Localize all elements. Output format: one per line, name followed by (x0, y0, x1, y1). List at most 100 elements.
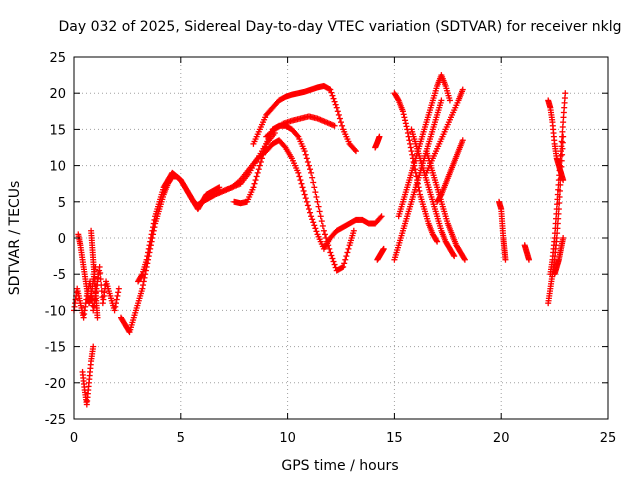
data-point (301, 148, 308, 155)
data-point (326, 245, 333, 252)
data-point (261, 148, 268, 155)
data-point (298, 180, 305, 187)
data-point (402, 117, 409, 124)
data-point (328, 89, 335, 96)
data-point (97, 276, 104, 283)
data-point (334, 108, 341, 115)
data-point (305, 206, 312, 213)
series-arc-f (135, 169, 223, 285)
data-point (303, 198, 310, 205)
data-point (260, 151, 267, 158)
data-point (113, 296, 120, 303)
data-point (409, 151, 416, 158)
data-point (253, 173, 260, 180)
data-point (112, 303, 119, 310)
data-point (338, 119, 344, 126)
data-point (295, 169, 302, 176)
data-point (111, 307, 118, 314)
data-point (525, 256, 532, 263)
data-point (140, 282, 147, 289)
data-point (150, 224, 157, 231)
data-point (341, 260, 348, 267)
data-point (140, 278, 147, 285)
series-arc-t (496, 198, 509, 263)
y-tick-label: -5 (53, 268, 66, 283)
data-point (311, 184, 318, 191)
data-point (300, 187, 307, 194)
data-point (115, 289, 122, 296)
data-point (461, 255, 468, 262)
data-point (313, 228, 320, 235)
y-tick-label: -10 (45, 304, 66, 319)
data-point (148, 231, 155, 238)
data-point (312, 189, 319, 196)
data-point (302, 151, 309, 158)
data-point (352, 148, 359, 155)
data-point (339, 122, 346, 129)
data-point (302, 195, 309, 202)
data-point (149, 227, 156, 234)
data-point (331, 261, 338, 268)
y-tick-label: -20 (45, 377, 66, 392)
x-tick-labels: 0 5 10 15 20 25 (70, 431, 616, 446)
data-point (502, 256, 509, 263)
data-point (307, 209, 314, 216)
series-arc-c (79, 343, 97, 408)
data-point (437, 192, 444, 199)
x-tick-label: 15 (386, 431, 403, 446)
data-point (311, 222, 318, 229)
data-point (342, 256, 349, 263)
x-tick-label: 10 (279, 431, 296, 446)
data-point (351, 146, 358, 153)
chart-title: Day 032 of 2025, Sidereal Day-to-day VTE… (59, 19, 622, 35)
data-point (256, 162, 263, 169)
data-point (304, 158, 311, 165)
data-point (151, 216, 158, 223)
series-arc-u (521, 242, 532, 263)
data-point (340, 263, 347, 270)
data-point (402, 120, 409, 127)
data-point (316, 208, 323, 215)
data-point (143, 256, 150, 263)
data-point (406, 137, 413, 144)
data-point (308, 213, 315, 220)
data-point (138, 272, 145, 279)
data-point (254, 169, 261, 176)
y-tick-label: 5 (58, 196, 66, 211)
data-point (303, 155, 310, 162)
data-point (323, 235, 330, 241)
series-arc-r (423, 148, 468, 263)
data-point (434, 238, 441, 245)
data-point (315, 203, 322, 210)
data-point (331, 122, 338, 129)
data-point (559, 139, 566, 146)
series-arc-y (551, 235, 567, 278)
data-point (344, 249, 351, 256)
data-point (319, 222, 326, 229)
data-point (147, 238, 154, 245)
data-point (98, 288, 105, 295)
data-point (296, 173, 303, 180)
data-point (325, 242, 332, 249)
data-point (317, 213, 324, 220)
data-point (330, 95, 337, 102)
data-point (139, 285, 146, 292)
data-point (329, 255, 336, 262)
x-tick-label: 25 (600, 431, 617, 446)
y-tick-label: 10 (49, 160, 66, 175)
data-point (336, 115, 343, 122)
data-point (94, 314, 101, 321)
data-point (394, 96, 401, 103)
x-axis-label: GPS time / hours (281, 458, 398, 474)
data-point (305, 162, 312, 169)
data-point (252, 177, 259, 184)
series-arc-g (199, 137, 385, 252)
data-point (301, 191, 308, 198)
series-arc-q (423, 86, 466, 176)
series-arc-j (263, 113, 338, 140)
data-point (257, 158, 264, 165)
data-point (403, 123, 410, 130)
data-point (313, 193, 320, 200)
data-point (451, 253, 458, 260)
data-point (416, 187, 423, 194)
